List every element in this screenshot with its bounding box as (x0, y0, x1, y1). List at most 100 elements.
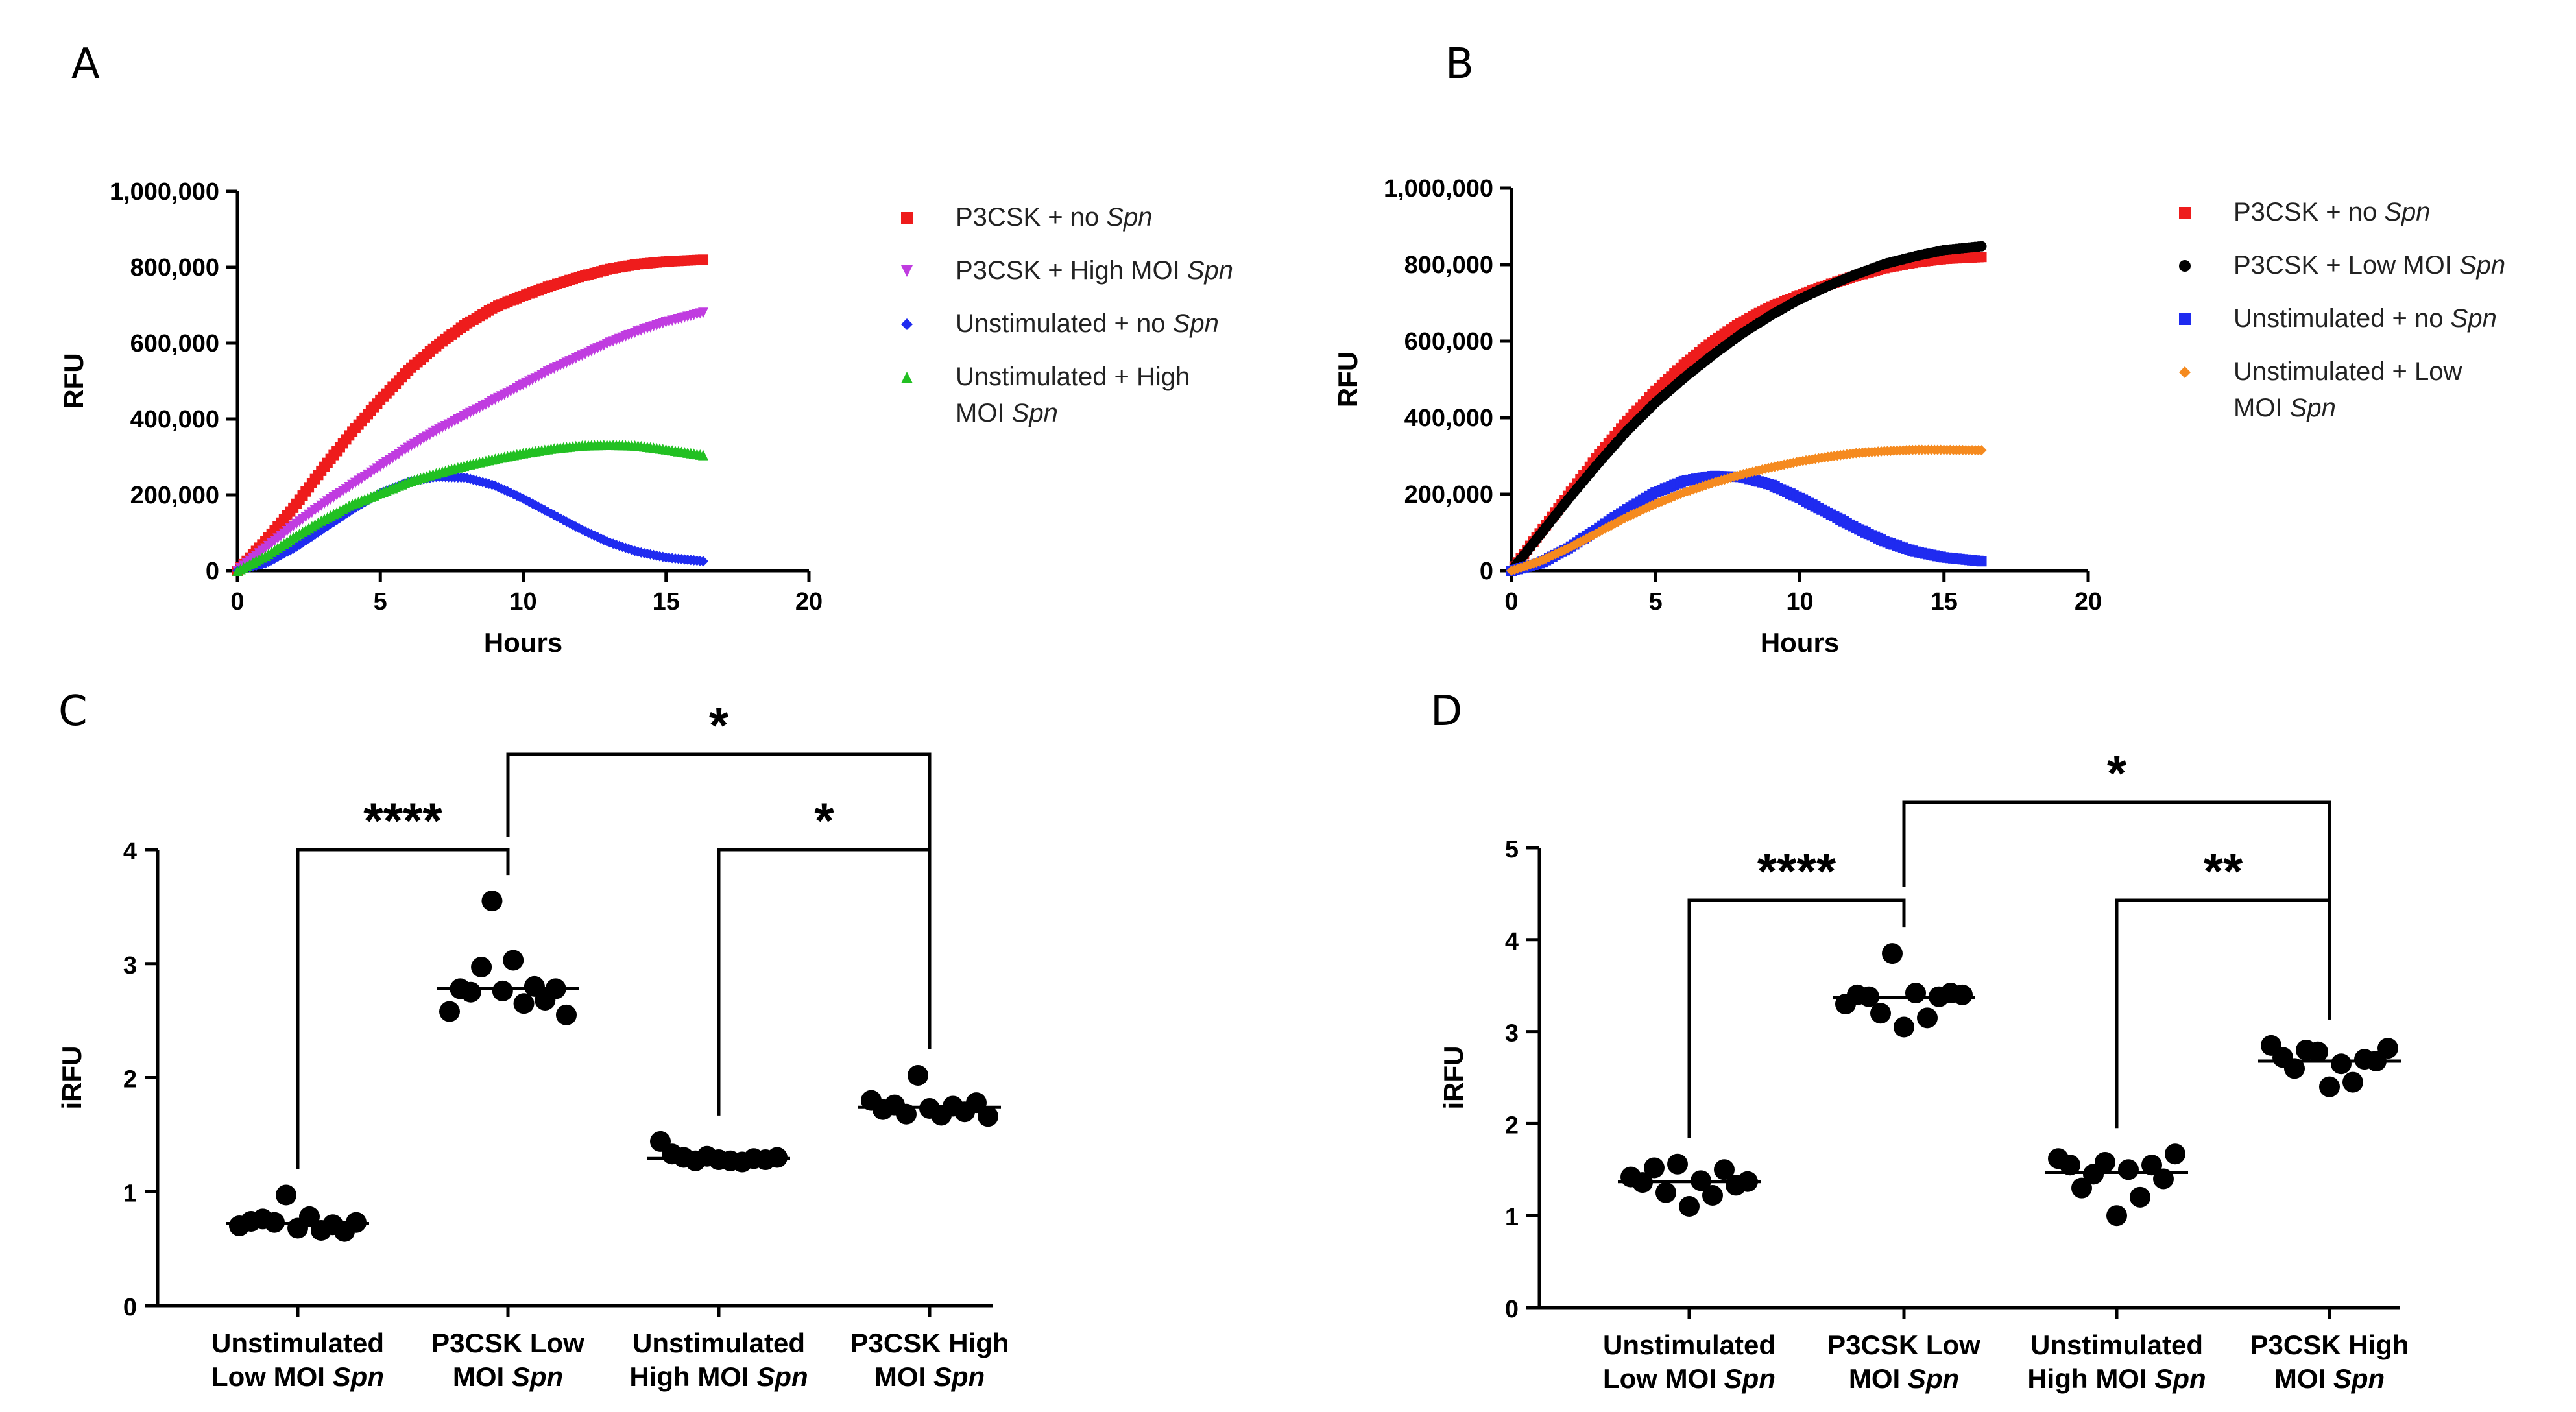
y-tick-label: 800,000 (130, 254, 219, 281)
significance-label-2: * (814, 792, 834, 849)
legend-label-2: P3CSK + Low MOI Spn (2233, 251, 2505, 280)
y-tick-label: 200,000 (130, 482, 219, 509)
group-2-point (492, 980, 513, 1001)
category-label-4-line2: MOI Spn (2274, 1363, 2385, 1394)
x-axis-title: Hours (1761, 627, 1839, 658)
category-label-3: Unstimulated (632, 1328, 805, 1358)
group-4-point (2377, 1038, 2398, 1059)
group-1-point (1655, 1182, 1676, 1203)
group-3-point (2060, 1155, 2080, 1176)
group-2-point (1870, 1003, 1891, 1024)
legend-label-4-line2: MOI Spn (2233, 394, 2336, 422)
category-label-3-line2: High MOI Spn (629, 1361, 808, 1392)
group-2-point (1905, 983, 1926, 1004)
significance-bracket-3 (506, 752, 932, 1049)
y-tick-label: 1 (123, 1180, 137, 1207)
category-label-1-line2: Low MOI Spn (1603, 1363, 1776, 1394)
category-label-4-line2: MOI Spn (874, 1361, 985, 1392)
series-2-point (698, 307, 709, 318)
series-3-point (1976, 556, 1987, 567)
group-2-point (439, 1001, 460, 1022)
y-tick-label: 400,000 (1404, 405, 1493, 432)
x-tick-label: 20 (795, 588, 823, 616)
legend-marker-4 (2179, 366, 2191, 378)
category-label-1: Unstimulated (1603, 1330, 1776, 1360)
group-3-point (2165, 1143, 2185, 1165)
category-label-1: Unstimulated (211, 1328, 384, 1358)
y-axis-title: RFU (58, 353, 89, 409)
legend-label-1: P3CSK + no Spn (956, 203, 1153, 232)
significance-label-1: **** (363, 792, 442, 849)
x-tick-label: 5 (1649, 588, 1663, 616)
x-tick-label: 0 (1504, 588, 1518, 616)
category-label-4: P3CSK High (850, 1328, 1009, 1358)
group-4-point (2307, 1041, 2328, 1062)
group-2-point (471, 957, 492, 978)
x-tick-label: 0 (230, 588, 244, 616)
group-1-point (1714, 1159, 1735, 1180)
legend-marker-1 (2179, 207, 2191, 219)
significance-label-3: * (2107, 745, 2127, 802)
group-2-point (460, 981, 481, 1003)
series-1-point (698, 254, 709, 265)
y-axis-title: iRFU (56, 1046, 87, 1110)
group-2-point (556, 1004, 577, 1025)
significance-bracket-1 (1687, 898, 1906, 1138)
group-2-point (1952, 984, 1973, 1005)
y-tick-label: 4 (123, 838, 137, 865)
y-axis-title: RFU (1332, 352, 1363, 407)
y-tick-label: 1 (1505, 1204, 1519, 1231)
significance-bracket-3 (1902, 800, 2331, 1020)
x-tick-label: 20 (2075, 588, 2102, 616)
x-tick-label: 10 (1786, 588, 1813, 616)
group-3-point (2130, 1186, 2150, 1208)
group-4-point (2284, 1058, 2305, 1079)
panel-label-d: D (1430, 688, 1462, 736)
group-3-point (2106, 1205, 2127, 1227)
group-1-point (1644, 1157, 1665, 1179)
legend-label-2: P3CSK + High MOI Spn (956, 256, 1233, 285)
legend-marker-1 (901, 212, 913, 224)
legend-label-4: Unstimulated + High (956, 363, 1190, 391)
group-4-point (2342, 1071, 2363, 1093)
group-4-point (2319, 1076, 2340, 1097)
chart-a: 0 5 10 15 20 0 200,000 400,000 600,000 800,000 1,0… (58, 178, 1233, 658)
y-tick-label: 800,000 (1404, 252, 1493, 279)
x-tick-label: 15 (1931, 588, 1958, 616)
series-3-point (698, 556, 709, 567)
panel-label-a: A (71, 40, 100, 88)
category-label-2-line2: MOI Spn (1849, 1363, 1959, 1394)
group-4-point (908, 1064, 928, 1086)
group-3-point (2095, 1151, 2115, 1173)
y-tick-label: 0 (1505, 1296, 1519, 1323)
y-tick-label: 0 (123, 1294, 137, 1321)
group-4-point (896, 1103, 917, 1125)
category-label-1-line2: Low MOI Spn (211, 1361, 384, 1392)
x-tick-label: 5 (374, 588, 387, 616)
significance-label-1: **** (1757, 843, 1836, 900)
y-tick-label: 4 (1505, 928, 1519, 955)
y-tick-label: 600,000 (130, 330, 219, 357)
group-4-point (2331, 1053, 2352, 1075)
y-tick-label: 3 (123, 952, 137, 979)
legend-marker-2 (901, 265, 913, 277)
significance-bracket-1 (296, 848, 510, 1169)
y-tick-label: 1,000,000 (110, 178, 219, 206)
legend-marker-3 (2179, 313, 2191, 325)
significance-bracket-2 (2115, 898, 2331, 1129)
panel-label-c: C (58, 688, 88, 736)
category-label-3-line2: High MOI Spn (2027, 1363, 2206, 1394)
group-1-point (299, 1206, 320, 1227)
y-tick-label: 2 (123, 1066, 137, 1094)
group-1-point (1702, 1185, 1723, 1206)
group-2-point (1882, 943, 1903, 964)
group-2-point (503, 950, 524, 971)
y-tick-label: 200,000 (1404, 481, 1493, 509)
legend-marker-4 (901, 372, 913, 383)
group-2-point (513, 993, 535, 1014)
category-label-3: Unstimulated (2030, 1330, 2203, 1360)
group-4-point (978, 1106, 998, 1127)
x-axis-title: Hours (484, 627, 562, 658)
legend-label-4-line2: MOI Spn (956, 399, 1058, 427)
